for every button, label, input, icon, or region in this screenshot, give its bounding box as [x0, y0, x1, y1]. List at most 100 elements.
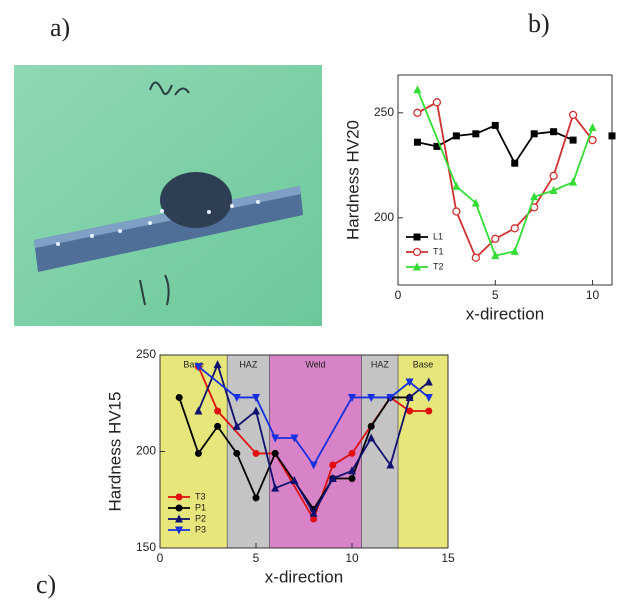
marker	[252, 406, 260, 415]
marker	[412, 247, 422, 257]
marker	[271, 483, 280, 492]
marker	[530, 130, 538, 138]
region	[159, 354, 228, 549]
marker	[405, 378, 414, 387]
legend-label: T1	[433, 246, 444, 256]
x-axis-title: x-direction	[265, 567, 343, 586]
marker	[290, 434, 299, 443]
series-line	[197, 366, 429, 522]
marker	[569, 136, 577, 144]
marker	[549, 186, 558, 194]
marker	[511, 159, 519, 167]
marker	[424, 377, 433, 386]
legend-label: P3	[195, 524, 206, 534]
marker	[530, 192, 539, 201]
panel-label: c)	[36, 570, 56, 599]
x-tick-label: 10	[586, 288, 600, 302]
marker	[348, 466, 356, 475]
marker	[452, 181, 461, 190]
legend-label: T3	[195, 491, 206, 501]
marker	[309, 508, 318, 517]
marker	[271, 449, 279, 457]
marker	[510, 224, 519, 233]
marker	[175, 493, 183, 501]
region-label: Base	[183, 359, 204, 369]
marker	[491, 234, 500, 243]
x-tick-label: 5	[492, 288, 499, 302]
marker	[194, 449, 202, 457]
y-tick-label: 150	[136, 540, 156, 554]
x-axis-title: x-direction	[466, 304, 544, 323]
region-label: Weld	[305, 359, 325, 369]
marker	[491, 251, 500, 260]
marker	[588, 135, 597, 145]
marker	[194, 406, 203, 415]
marker	[424, 393, 433, 402]
marker	[252, 494, 260, 502]
x-tick-label: 0	[395, 288, 402, 302]
marker	[425, 407, 433, 415]
x-tick-label: 0	[157, 551, 164, 565]
marker	[588, 123, 597, 131]
marker	[405, 392, 414, 401]
marker	[233, 449, 241, 457]
marker	[348, 475, 356, 483]
marker	[608, 132, 616, 140]
marker	[232, 421, 241, 430]
marker	[367, 422, 375, 430]
x-tick-label: 15	[441, 551, 455, 565]
marker	[213, 360, 222, 369]
marker	[413, 85, 422, 94]
marker	[348, 449, 356, 457]
marker	[271, 434, 280, 443]
legend-label: P1	[195, 502, 206, 512]
marker	[328, 474, 337, 483]
region	[226, 354, 270, 549]
series-line	[417, 100, 594, 260]
y-tick-label: 250	[136, 347, 156, 361]
marker	[568, 110, 578, 120]
marker	[367, 393, 376, 402]
marker	[310, 515, 318, 523]
marker	[549, 171, 558, 180]
marker	[252, 449, 260, 457]
marker	[194, 363, 203, 372]
marker	[214, 407, 222, 415]
marker	[252, 393, 260, 402]
marker	[367, 433, 376, 442]
series-line	[416, 89, 594, 257]
marker	[348, 393, 356, 402]
marker	[175, 526, 183, 535]
legend-label: P2	[195, 513, 206, 523]
marker	[472, 130, 480, 138]
marker	[406, 407, 414, 415]
marker	[471, 253, 480, 262]
region-label: Base	[413, 359, 434, 369]
marker	[550, 128, 558, 136]
legend-label: T2	[433, 261, 444, 271]
marker	[510, 246, 519, 255]
y-axis-title: Hardness HV20	[343, 120, 362, 240]
panel-label: b)	[528, 9, 550, 38]
photo	[14, 65, 322, 326]
marker	[452, 207, 461, 216]
x-tick-label: 10	[345, 551, 359, 565]
marker	[175, 514, 183, 523]
marker	[290, 475, 299, 484]
panel-label: a)	[50, 13, 70, 42]
region-label: HAZ	[239, 359, 258, 369]
marker	[432, 98, 442, 107]
x-tick-label: 5	[253, 551, 260, 565]
marker	[413, 108, 422, 117]
marker	[386, 393, 395, 402]
marker	[491, 121, 499, 129]
y-axis-title: Hardness HV15	[105, 391, 124, 511]
marker	[214, 422, 222, 430]
marker	[413, 138, 421, 146]
y-tick-label: 250	[374, 105, 394, 119]
marker	[452, 132, 460, 140]
marker	[433, 142, 441, 150]
region	[397, 354, 449, 549]
marker	[413, 262, 421, 271]
